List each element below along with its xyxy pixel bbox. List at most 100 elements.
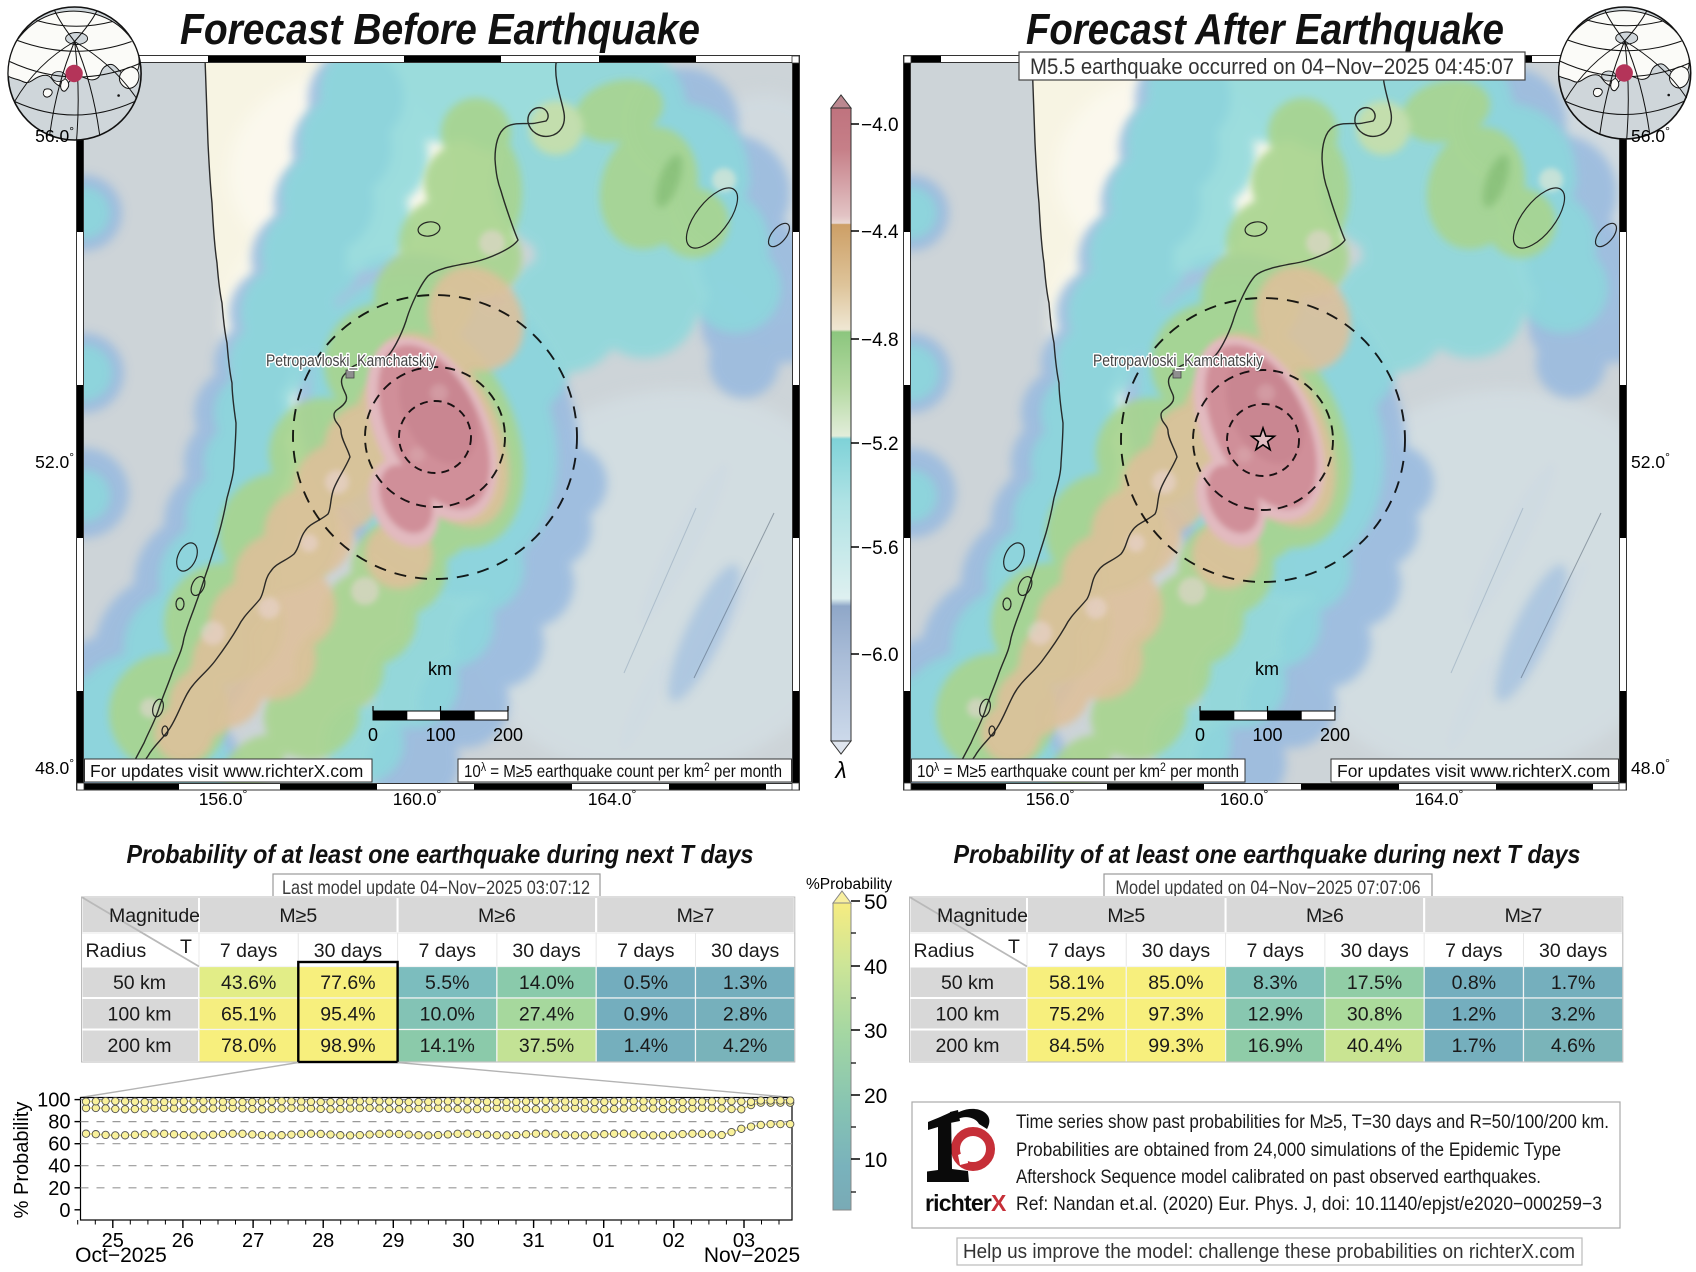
svg-text:60: 60 bbox=[48, 1134, 70, 1156]
svg-text:25: 25 bbox=[102, 1230, 124, 1252]
svg-text:1.4%: 1.4% bbox=[624, 1035, 668, 1057]
svg-text:Radius: Radius bbox=[914, 940, 975, 962]
svg-text:50: 50 bbox=[864, 891, 887, 914]
svg-text:−4.4: −4.4 bbox=[861, 222, 899, 243]
svg-text:0.8%: 0.8% bbox=[1452, 972, 1496, 994]
svg-text:75.2%: 75.2% bbox=[1049, 1004, 1104, 1026]
svg-text:50 km: 50 km bbox=[113, 972, 166, 994]
svg-text:km: km bbox=[1255, 659, 1279, 679]
svg-text:Last model update 04−Nov−2025: Last model update 04−Nov−2025 03:07:12 bbox=[282, 877, 590, 899]
svg-text:40: 40 bbox=[864, 956, 887, 979]
svg-text:17.5%: 17.5% bbox=[1347, 972, 1402, 994]
svg-text:Probability of at least one ea: Probability of at least one earthquake d… bbox=[127, 839, 754, 869]
svg-text:03: 03 bbox=[733, 1230, 755, 1252]
svg-text:40.4%: 40.4% bbox=[1347, 1035, 1402, 1057]
svg-text:1.3%: 1.3% bbox=[723, 972, 767, 994]
svg-text:14.0%: 14.0% bbox=[519, 972, 574, 994]
svg-text:0.9%: 0.9% bbox=[624, 1004, 668, 1026]
svg-text:M≥6: M≥6 bbox=[478, 905, 516, 927]
svg-text:160.0°: 160.0° bbox=[1220, 787, 1269, 809]
svg-text:43.6%: 43.6% bbox=[221, 972, 276, 994]
svg-text:10λ = M≥5 earthquake count per: 10λ = M≥5 earthquake count per km2 per m… bbox=[917, 760, 1239, 781]
svg-text:For updates visit www.richterX: For updates visit www.richterX.com bbox=[1337, 761, 1610, 781]
svg-text:1.7%: 1.7% bbox=[1452, 1035, 1496, 1057]
svg-text:30 days: 30 days bbox=[314, 940, 383, 962]
svg-text:0: 0 bbox=[368, 725, 378, 745]
svg-text:26: 26 bbox=[172, 1230, 194, 1252]
svg-text:Radius: Radius bbox=[86, 940, 147, 962]
svg-text:%Probability: %Probability bbox=[806, 876, 892, 893]
svg-text:−4.8: −4.8 bbox=[861, 330, 899, 351]
svg-text:0.5%: 0.5% bbox=[624, 972, 668, 994]
svg-text:Probability of at least one ea: Probability of at least one earthquake d… bbox=[954, 839, 1581, 869]
svg-text:27: 27 bbox=[242, 1230, 264, 1252]
svg-text:77.6%: 77.6% bbox=[320, 972, 375, 994]
svg-text:5.5%: 5.5% bbox=[425, 972, 469, 994]
svg-text:% Probability: % Probability bbox=[11, 1102, 33, 1219]
svg-text:48.0°: 48.0° bbox=[1631, 756, 1670, 778]
svg-text:30: 30 bbox=[452, 1230, 474, 1252]
svg-text:M≥7: M≥7 bbox=[1505, 905, 1543, 927]
svg-text:80: 80 bbox=[48, 1112, 70, 1134]
svg-text:156.0°: 156.0° bbox=[199, 787, 248, 809]
svg-text:27.4%: 27.4% bbox=[519, 1004, 574, 1026]
svg-text:48.0°: 48.0° bbox=[35, 756, 74, 778]
svg-text:200: 200 bbox=[1320, 725, 1350, 745]
svg-text:200 km: 200 km bbox=[108, 1035, 172, 1057]
svg-text:65.1%: 65.1% bbox=[221, 1004, 276, 1026]
svg-text:−5.6: −5.6 bbox=[861, 538, 899, 559]
svg-text:Nov−2025: Nov−2025 bbox=[704, 1244, 800, 1267]
svg-text:1.2%: 1.2% bbox=[1452, 1004, 1496, 1026]
svg-text:1.7%: 1.7% bbox=[1551, 972, 1595, 994]
svg-text:richterX: richterX bbox=[925, 1190, 1007, 1216]
svg-text:7 days: 7 days bbox=[220, 940, 278, 962]
svg-text:56.0°: 56.0° bbox=[1631, 124, 1670, 146]
svg-text:λ: λ bbox=[833, 757, 846, 783]
svg-text:For updates visit www.richterX: For updates visit www.richterX.com bbox=[90, 761, 363, 781]
svg-text:Magnitude: Magnitude bbox=[109, 905, 200, 927]
svg-text:Oct−2025: Oct−2025 bbox=[75, 1244, 167, 1267]
svg-text:4.6%: 4.6% bbox=[1551, 1035, 1595, 1057]
svg-text:4.2%: 4.2% bbox=[723, 1035, 767, 1057]
svg-text:2.8%: 2.8% bbox=[723, 1004, 767, 1026]
svg-text:52.0°: 52.0° bbox=[1631, 450, 1670, 472]
svg-text:7 days: 7 days bbox=[1048, 940, 1106, 962]
svg-text:Aftershock Sequence model cali: Aftershock Sequence model calibrated on … bbox=[1016, 1166, 1541, 1188]
svg-text:30 days: 30 days bbox=[512, 940, 581, 962]
svg-text:200 km: 200 km bbox=[936, 1035, 1000, 1057]
svg-text:84.5%: 84.5% bbox=[1049, 1035, 1104, 1057]
svg-text:58.1%: 58.1% bbox=[1049, 972, 1104, 994]
svg-text:78.0%: 78.0% bbox=[221, 1035, 276, 1057]
svg-text:10: 10 bbox=[864, 1149, 887, 1172]
svg-text:Magnitude: Magnitude bbox=[937, 905, 1028, 927]
svg-text:160.0°: 160.0° bbox=[393, 787, 442, 809]
svg-text:Forecast After Earthquake: Forecast After Earthquake bbox=[1026, 5, 1504, 54]
svg-text:M≥6: M≥6 bbox=[1306, 905, 1344, 927]
svg-text:30: 30 bbox=[864, 1020, 887, 1043]
svg-text:30 days: 30 days bbox=[1340, 940, 1409, 962]
svg-text:99.3%: 99.3% bbox=[1148, 1035, 1203, 1057]
svg-text:01: 01 bbox=[593, 1230, 615, 1252]
svg-text:02: 02 bbox=[663, 1230, 685, 1252]
svg-text:0: 0 bbox=[1195, 725, 1205, 745]
svg-text:31: 31 bbox=[522, 1230, 544, 1252]
svg-text:12.9%: 12.9% bbox=[1248, 1004, 1303, 1026]
svg-text:km: km bbox=[428, 659, 452, 679]
svg-text:M5.5 earthquake occurred on 04: M5.5 earthquake occurred on 04−Nov−2025 … bbox=[1030, 54, 1514, 79]
svg-text:85.0%: 85.0% bbox=[1148, 972, 1203, 994]
svg-text:156.0°: 156.0° bbox=[1026, 787, 1075, 809]
svg-text:10λ = M≥5 earthquake count per: 10λ = M≥5 earthquake count per km2 per m… bbox=[464, 760, 782, 781]
svg-text:20: 20 bbox=[48, 1178, 70, 1200]
svg-text:Petropavloski_Kamchatskiy: Petropavloski_Kamchatskiy bbox=[1093, 352, 1264, 370]
svg-text:−6.0: −6.0 bbox=[861, 645, 899, 666]
svg-text:98.9%: 98.9% bbox=[320, 1035, 375, 1057]
svg-text:50 km: 50 km bbox=[941, 972, 994, 994]
svg-text:100: 100 bbox=[37, 1090, 70, 1112]
svg-text:20: 20 bbox=[864, 1085, 887, 1108]
svg-text:Ref: Nandan et.al. (2020) Eur.: Ref: Nandan et.al. (2020) Eur. Phys. J, … bbox=[1016, 1193, 1602, 1215]
svg-text:164.0°: 164.0° bbox=[1415, 787, 1464, 809]
svg-text:100 km: 100 km bbox=[936, 1004, 1000, 1026]
svg-text:−4.0: −4.0 bbox=[861, 115, 899, 136]
svg-text:3.2%: 3.2% bbox=[1551, 1004, 1595, 1026]
svg-text:16.9%: 16.9% bbox=[1248, 1035, 1303, 1057]
